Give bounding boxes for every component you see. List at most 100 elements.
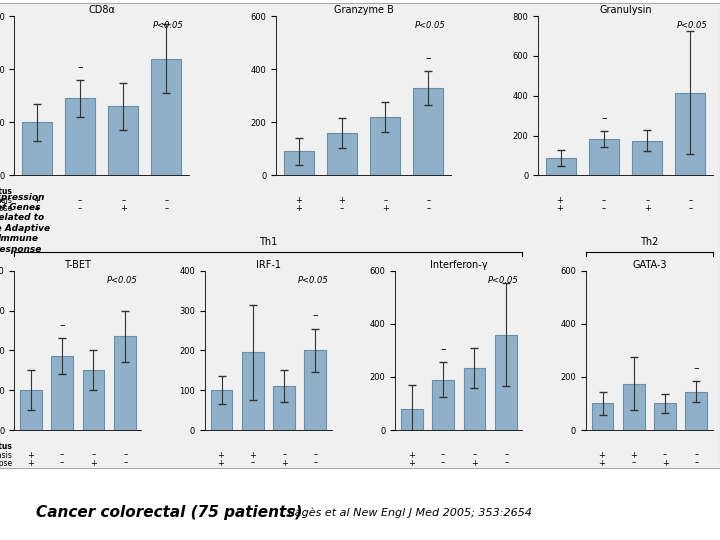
Text: –: – bbox=[78, 62, 83, 72]
Text: P<0.05: P<0.05 bbox=[487, 275, 518, 285]
Text: –: – bbox=[631, 458, 636, 468]
Bar bbox=[83, 370, 104, 430]
Text: +: + bbox=[472, 458, 478, 468]
Text: Expression
of Genes
Related to
the Adaptive
Immune
Response: Expression of Genes Related to the Adapt… bbox=[0, 193, 50, 254]
Text: P<0.05: P<0.05 bbox=[677, 21, 708, 30]
Text: Early metastasis: Early metastasis bbox=[0, 196, 12, 205]
Text: +: + bbox=[408, 450, 415, 460]
Text: +: + bbox=[217, 458, 224, 468]
Bar bbox=[51, 356, 73, 430]
Text: +: + bbox=[90, 458, 97, 468]
Text: –: – bbox=[122, 196, 126, 205]
Bar bbox=[654, 403, 676, 430]
Text: –: – bbox=[693, 363, 699, 373]
Text: Th1: Th1 bbox=[259, 237, 277, 247]
Text: –: – bbox=[78, 204, 82, 213]
Text: –: – bbox=[695, 450, 699, 460]
Text: –: – bbox=[427, 196, 431, 205]
Title: CD8α: CD8α bbox=[89, 5, 115, 16]
Title: GATA-3: GATA-3 bbox=[632, 260, 667, 270]
Text: –: – bbox=[251, 458, 255, 468]
Text: +: + bbox=[120, 204, 127, 213]
Text: –: – bbox=[645, 196, 649, 205]
Bar bbox=[589, 139, 619, 176]
Text: –: – bbox=[441, 450, 445, 460]
Text: –: – bbox=[695, 458, 699, 468]
Text: –: – bbox=[60, 450, 64, 460]
Text: –: – bbox=[689, 196, 693, 205]
Title: Interferon-γ: Interferon-γ bbox=[430, 260, 487, 270]
Text: +: + bbox=[630, 450, 637, 460]
Text: –: – bbox=[441, 458, 445, 468]
Bar bbox=[464, 368, 485, 430]
Text: +: + bbox=[557, 196, 564, 205]
Bar bbox=[305, 350, 326, 430]
Text: +: + bbox=[27, 450, 34, 460]
Bar bbox=[22, 122, 53, 176]
Bar bbox=[114, 336, 135, 430]
Text: –: – bbox=[689, 204, 693, 213]
Bar bbox=[108, 106, 138, 176]
Text: –: – bbox=[123, 458, 127, 468]
Title: IRF-1: IRF-1 bbox=[256, 260, 281, 270]
Text: –: – bbox=[165, 204, 169, 213]
Text: Cancer colorectal (75 patients): Cancer colorectal (75 patients) bbox=[36, 505, 302, 520]
Text: Th2: Th2 bbox=[640, 237, 659, 247]
Bar bbox=[546, 158, 576, 176]
Text: –: – bbox=[427, 204, 431, 213]
Text: +: + bbox=[382, 204, 389, 213]
Text: Relapse: Relapse bbox=[0, 458, 12, 468]
Text: –: – bbox=[425, 52, 431, 63]
Bar bbox=[151, 59, 181, 176]
Text: Early metastasis: Early metastasis bbox=[0, 450, 12, 460]
Bar bbox=[495, 334, 516, 430]
Title: Granulysin: Granulysin bbox=[599, 5, 652, 16]
Bar bbox=[327, 133, 357, 176]
Text: +: + bbox=[644, 204, 651, 213]
Text: Pagès et al New Engl J Med 2005; 353:2654: Pagès et al New Engl J Med 2005; 353:265… bbox=[288, 508, 532, 518]
Text: +: + bbox=[33, 196, 40, 205]
Text: –: – bbox=[504, 458, 508, 468]
Text: –: – bbox=[123, 450, 127, 460]
Text: –: – bbox=[60, 321, 65, 330]
Text: +: + bbox=[294, 204, 302, 213]
Bar bbox=[66, 98, 95, 176]
Text: +: + bbox=[217, 450, 224, 460]
Text: +: + bbox=[598, 458, 605, 468]
Text: +: + bbox=[294, 196, 302, 205]
Text: P<0.05: P<0.05 bbox=[415, 21, 446, 30]
Text: –: – bbox=[601, 113, 607, 123]
Text: +: + bbox=[408, 458, 415, 468]
Bar bbox=[284, 152, 314, 176]
Bar bbox=[370, 117, 400, 176]
Text: –: – bbox=[78, 196, 82, 205]
Text: –: – bbox=[601, 196, 606, 205]
Bar bbox=[273, 386, 295, 430]
Text: –: – bbox=[383, 196, 387, 205]
Text: P<0.05: P<0.05 bbox=[153, 21, 184, 30]
Text: +: + bbox=[33, 204, 40, 213]
Text: +: + bbox=[338, 196, 345, 205]
Text: +: + bbox=[598, 450, 605, 460]
Title: Granzyme B: Granzyme B bbox=[333, 5, 394, 16]
Text: +: + bbox=[557, 204, 564, 213]
Title: T-BET: T-BET bbox=[65, 260, 91, 270]
Text: Status: Status bbox=[0, 187, 12, 196]
Text: –: – bbox=[472, 450, 477, 460]
Bar bbox=[685, 392, 707, 430]
Bar bbox=[675, 93, 705, 176]
Text: –: – bbox=[282, 450, 287, 460]
Bar bbox=[623, 383, 644, 430]
Bar bbox=[20, 390, 42, 430]
Text: –: – bbox=[340, 204, 344, 213]
Text: +: + bbox=[249, 450, 256, 460]
Bar bbox=[413, 88, 443, 176]
Text: –: – bbox=[60, 458, 64, 468]
Bar bbox=[242, 353, 264, 430]
Text: +: + bbox=[281, 458, 288, 468]
Bar bbox=[401, 409, 423, 430]
Text: P<0.05: P<0.05 bbox=[297, 275, 328, 285]
Text: –: – bbox=[601, 204, 606, 213]
Text: –: – bbox=[314, 450, 318, 460]
Text: –: – bbox=[504, 450, 508, 460]
